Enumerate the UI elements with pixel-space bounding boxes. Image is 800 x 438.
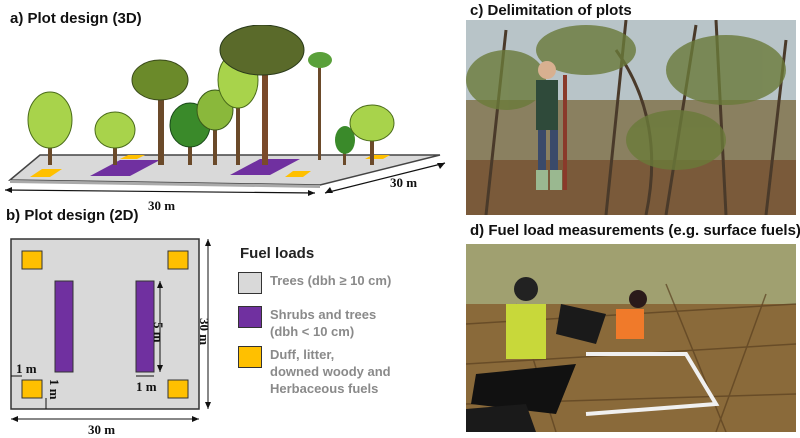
tree-icon xyxy=(131,59,189,165)
panel-a-title: a) Plot design (3D) xyxy=(10,10,142,27)
palm-tree-icon xyxy=(308,52,332,160)
legend-item-duff: Duff, litter, downed woody and Herbaceou… xyxy=(238,346,420,397)
plot-3d-length-label: 30 m xyxy=(148,198,176,213)
plot-3d-illustration xyxy=(4,25,446,196)
plot-2d-diagram xyxy=(10,238,211,422)
legend-label: Duff, litter, downed woody and Herbaceou… xyxy=(270,347,391,396)
tree-icon xyxy=(335,126,355,165)
panel-b-title: b) Plot design (2D) xyxy=(6,207,139,224)
panel-d-title: d) Fuel load measurements (e.g. surface … xyxy=(470,222,800,239)
tree-icon xyxy=(27,91,73,165)
tree-icon xyxy=(349,104,395,165)
tree-icon xyxy=(94,111,136,165)
tree-icon xyxy=(219,25,305,165)
legend-label: Trees (dbh ≥ 10 cm) xyxy=(270,273,392,288)
plot-delimitation-photo xyxy=(466,20,796,215)
legend-item-trees: Trees (dbh ≥ 10 cm) xyxy=(238,272,420,294)
plot-2d-right-label: 30 m xyxy=(197,318,212,346)
legend-item-shrubs: Shrubs and trees (dbh < 10 cm) xyxy=(238,306,420,340)
fuel-measurement-photo xyxy=(466,244,796,432)
legend-swatch xyxy=(238,272,262,294)
plot-2d-gap-v-label: 1 m xyxy=(47,379,62,400)
legend-swatch xyxy=(238,346,262,368)
plot-2d-gap-h2-label: 1 m xyxy=(136,379,157,394)
plot-2d-bottom-label: 30 m xyxy=(88,422,116,437)
legend-swatch xyxy=(238,306,262,328)
legend-title: Fuel loads xyxy=(240,245,315,262)
panel-c-title: c) Delimitation of plots xyxy=(470,2,632,19)
plot-2d-strip-label: 5 m xyxy=(151,322,166,343)
plot-2d-gap-h-label: 1 m xyxy=(16,361,37,376)
plot-3d-width-label: 30 m xyxy=(390,175,418,190)
legend-label: Shrubs and trees (dbh < 10 cm) xyxy=(270,307,377,339)
